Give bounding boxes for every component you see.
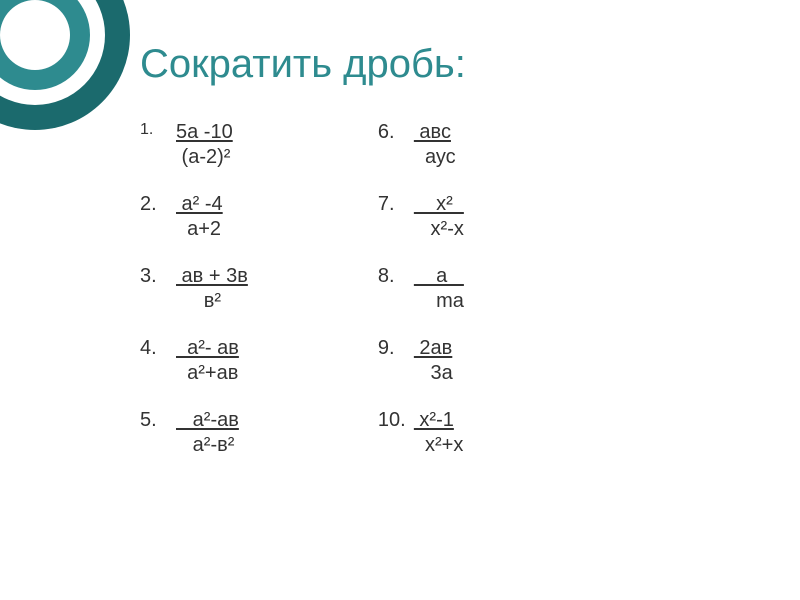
fraction-denominator: 3а bbox=[414, 361, 453, 386]
fraction-denominator: mа bbox=[414, 289, 464, 314]
fraction-numerator: х² bbox=[414, 192, 464, 217]
fraction-item: 6. авс аус bbox=[378, 120, 464, 170]
fraction-numerator: ав + 3в bbox=[176, 264, 248, 289]
fraction-item: 4. а²- ав а²+ав bbox=[140, 336, 248, 386]
item-marker: 7. bbox=[378, 192, 414, 242]
item-marker: 10. bbox=[378, 408, 414, 458]
fraction-item: 10. х²-1 х²+х bbox=[378, 408, 464, 458]
corner-decoration bbox=[0, 0, 130, 130]
fraction-denominator: а²+ав bbox=[176, 361, 239, 386]
fraction-item: 1.5а -10 (а-2)² bbox=[140, 120, 248, 170]
fraction-denominator: х²+х bbox=[414, 433, 463, 458]
fraction-denominator: в² bbox=[176, 289, 248, 314]
fraction: ав + 3в в² bbox=[176, 264, 248, 314]
item-marker: 6. bbox=[378, 120, 414, 170]
fraction-item: 3. ав + 3в в² bbox=[140, 264, 248, 314]
item-marker: 4. bbox=[140, 336, 176, 386]
item-marker: 3. bbox=[140, 264, 176, 314]
fraction: а²-ав а²-в² bbox=[176, 408, 239, 458]
fraction-item: 7. х² х²-х bbox=[378, 192, 464, 242]
fraction: 5а -10 (а-2)² bbox=[176, 120, 233, 170]
fraction-item: 5. а²-ав а²-в² bbox=[140, 408, 248, 458]
item-marker: 2. bbox=[140, 192, 176, 242]
fraction-numerator: а bbox=[414, 264, 464, 289]
content-columns: 1.5а -10 (а-2)²2. а² -4 а+23. ав + 3в в²… bbox=[140, 120, 464, 458]
fraction: а²- ав а²+ав bbox=[176, 336, 239, 386]
item-marker: 1. bbox=[140, 120, 176, 170]
item-marker: 8. bbox=[378, 264, 414, 314]
fraction: х² х²-х bbox=[414, 192, 464, 242]
fraction-denominator: аус bbox=[414, 145, 456, 170]
fraction-denominator: а+2 bbox=[176, 217, 223, 242]
item-marker: 9. bbox=[378, 336, 414, 386]
page-title: Сократить дробь: bbox=[140, 42, 466, 87]
item-marker: 5. bbox=[140, 408, 176, 458]
fraction: 2ав 3а bbox=[414, 336, 453, 386]
fraction: авс аус bbox=[414, 120, 456, 170]
ring-center bbox=[0, 0, 70, 70]
fraction-denominator: х²-х bbox=[414, 217, 464, 242]
fraction-denominator: (а-2)² bbox=[176, 145, 233, 170]
fraction: а mа bbox=[414, 264, 464, 314]
right-column: 6. авс аус7. х² х²-х8. а mа9. 2ав 3а10. … bbox=[378, 120, 464, 458]
fraction-numerator: а² -4 bbox=[176, 192, 223, 217]
fraction-item: 8. а mа bbox=[378, 264, 464, 314]
fraction: х²-1 х²+х bbox=[414, 408, 463, 458]
left-column: 1.5а -10 (а-2)²2. а² -4 а+23. ав + 3в в²… bbox=[140, 120, 248, 458]
fraction-numerator: х²-1 bbox=[414, 408, 463, 433]
fraction: а² -4 а+2 bbox=[176, 192, 223, 242]
fraction-denominator: а²-в² bbox=[176, 433, 239, 458]
fraction-numerator: 2ав bbox=[414, 336, 453, 361]
fraction-item: 2. а² -4 а+2 bbox=[140, 192, 248, 242]
fraction-item: 9. 2ав 3а bbox=[378, 336, 464, 386]
fraction-numerator: а²- ав bbox=[176, 336, 239, 361]
fraction-numerator: а²-ав bbox=[176, 408, 239, 433]
fraction-numerator: 5а -10 bbox=[176, 120, 233, 145]
fraction-numerator: авс bbox=[414, 120, 456, 145]
